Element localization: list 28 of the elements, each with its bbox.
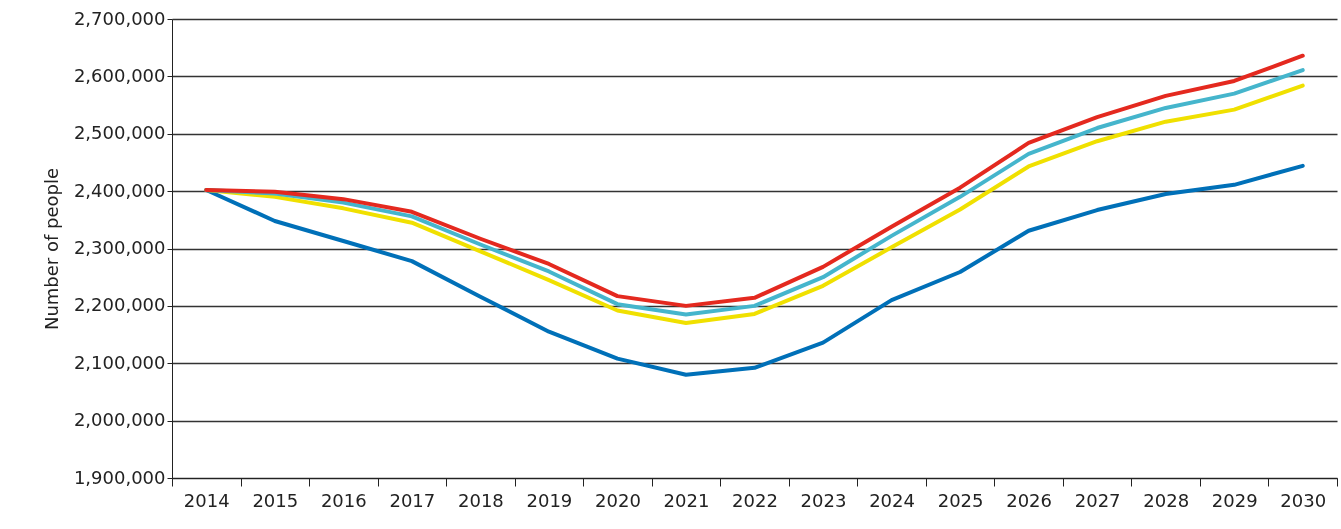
x-tick-label: 2028 xyxy=(1143,489,1190,511)
y-tick-label: 1,900,000 xyxy=(73,466,166,488)
x-tick-label: 2020 xyxy=(595,489,641,511)
x-tick-label: 2014 xyxy=(183,489,230,511)
y-tick-label: 2,500,000 xyxy=(73,122,166,144)
x-tick-label: 2017 xyxy=(389,489,436,511)
y-tick-label: 2,400,000 xyxy=(73,179,166,201)
x-tick-label: 2025 xyxy=(937,489,984,511)
x-tick-label: 2026 xyxy=(1006,489,1053,511)
x-tick-label: 2019 xyxy=(526,489,573,511)
x-tick-label: 2024 xyxy=(869,489,915,511)
line-series xyxy=(204,163,1305,377)
x-tick-label: 2016 xyxy=(320,489,367,511)
y-tick-label: 2,100,000 xyxy=(73,351,166,373)
x-tick-label: 2018 xyxy=(457,489,504,511)
x-tick-label: 2029 xyxy=(1211,489,1258,511)
y-tick-label: 2,200,000 xyxy=(73,294,166,316)
y-tick-label: 2,600,000 xyxy=(73,64,166,86)
x-tick-label: 2021 xyxy=(663,489,710,511)
y-tick-label: 2,700,000 xyxy=(73,7,166,29)
y-tick-label: 2,000,000 xyxy=(73,409,166,431)
x-tick-label: 2027 xyxy=(1074,489,1121,511)
x-tick-label: 2023 xyxy=(800,489,847,511)
x-tick-label: 2022 xyxy=(732,489,778,511)
y-tick-label: 2,300,000 xyxy=(73,237,166,258)
x-tick-label: 2015 xyxy=(252,489,299,511)
x-tick-label: 2030 xyxy=(1280,489,1327,511)
y-axis-title: Number of people xyxy=(40,167,62,331)
